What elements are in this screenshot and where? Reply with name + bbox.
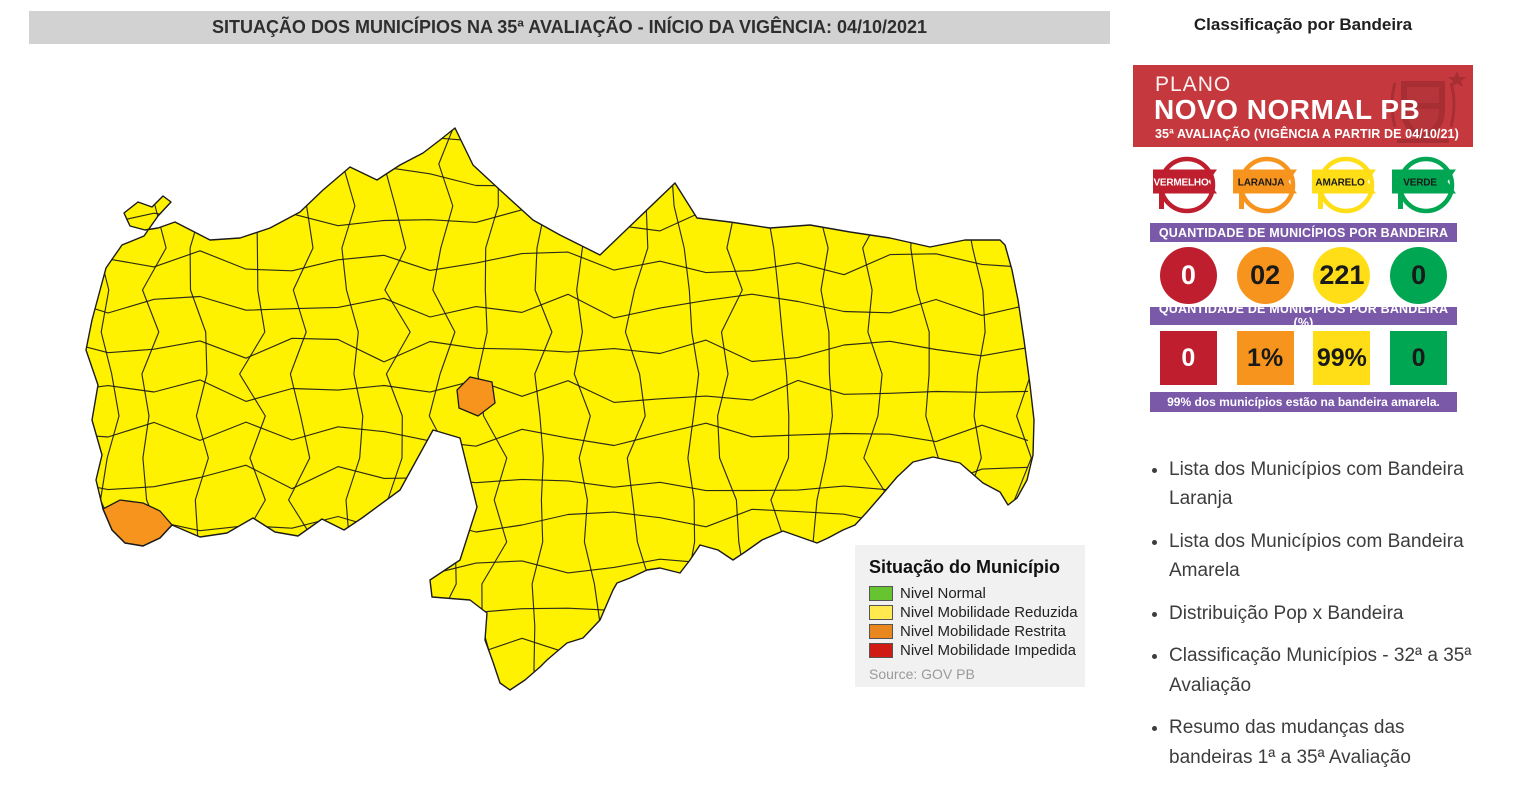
legend-label: Nivel Normal	[900, 585, 986, 602]
flag-badge-amarelo: AMARELO	[1305, 152, 1381, 218]
legend-label: Nivel Mobilidade Impedida	[900, 642, 1076, 659]
sidebar-link[interactable]: Resumo das mudanças das bandeiras 1ª a 3…	[1169, 713, 1481, 772]
paraiba-coat-of-arms-icon	[1390, 71, 1466, 143]
sidebar-link[interactable]: Lista dos Municípios com Bandeira Amarel…	[1169, 527, 1481, 586]
legend-swatch-icon	[869, 624, 893, 639]
state-fill	[86, 128, 1034, 690]
banner-line-plano: PLANO	[1155, 73, 1232, 96]
sidebar-heading: Classificação por Bandeira	[1193, 15, 1413, 34]
plano-novo-normal-banner: PLANO NOVO NORMAL PB 35ª AVALIAÇÃO (VIGÊ…	[1133, 65, 1473, 147]
svg-text:AMARELO: AMARELO	[1316, 178, 1366, 189]
classification-sidebar: Classificação por Bandeira PLANO NOVO NO…	[1133, 10, 1473, 768]
legend-title: Situação do Município	[869, 557, 1061, 577]
svg-text:LARANJA: LARANJA	[1237, 178, 1283, 189]
map-title-bar: SITUAÇÃO DOS MUNICÍPIOS NA 35ª AVALIAÇÃO…	[29, 11, 1110, 44]
svg-text:VERDE: VERDE	[1403, 178, 1437, 189]
sidebar-link[interactable]: Classificação Municípios - 32ª a 35ª Ava…	[1169, 641, 1481, 700]
flag-badges-row: VERMELHO LARANJA AMARELO VERDE	[1146, 152, 1461, 218]
laranja-flag-icon: LARANJA	[1232, 156, 1297, 214]
legend-label: Nivel Mobilidade Restrita	[900, 623, 1066, 640]
section-label-percents: QUANTIDADE DE MUNICÍPIOS POR BANDEIRA (%…	[1150, 302, 1457, 330]
percent-badge-amarelo: 99%	[1313, 331, 1371, 385]
percent-badge-laranja: 1%	[1236, 331, 1294, 385]
legend-row: Nivel Mobilidade Impedida	[869, 642, 1076, 659]
state-map-svg	[85, 127, 1035, 691]
count-badge-amarelo: 221	[1313, 247, 1371, 304]
amarelo-flag-icon: AMARELO	[1312, 156, 1377, 214]
count-badge-laranja: 02	[1236, 247, 1294, 304]
legend-swatch-icon	[869, 605, 893, 620]
state-outline	[85, 127, 1035, 691]
orange-municipality-central	[456, 376, 496, 417]
vermelho-flag-icon: VERMELHO	[1153, 156, 1217, 214]
sidebar-link[interactable]: Distribuição Pop x Bandeira	[1169, 599, 1481, 628]
legend-row: Nivel Mobilidade Restrita	[869, 623, 1071, 640]
section-label-counts: QUANTIDADE DE MUNICÍPIOS POR BANDEIRA	[1150, 223, 1457, 242]
flag-badge-laranja: LARANJA	[1226, 152, 1302, 218]
legend-row: Nivel Normal	[869, 585, 1071, 602]
legend-row: Nivel Mobilidade Reduzida	[869, 604, 1078, 621]
verde-flag-icon: VERDE	[1391, 156, 1456, 214]
percent-badge-vermelho: 0	[1159, 331, 1217, 385]
paraiba-municipalities-map	[70, 88, 1060, 708]
flag-badge-vermelho: VERMELHO	[1146, 152, 1222, 218]
percents-row: 0 1% 99% 0	[1150, 331, 1457, 385]
counts-row: 0 02 221 0	[1150, 247, 1457, 304]
legend-swatch-icon	[869, 586, 893, 601]
flag-badge-verde: VERDE	[1385, 152, 1461, 218]
related-links-list: Lista dos Municípios com Bandeira Laranj…	[1147, 455, 1481, 785]
page-title: SITUAÇÃO DOS MUNICÍPIOS NA 35ª AVALIAÇÃO…	[211, 17, 928, 37]
legend-swatch-icon	[869, 643, 893, 658]
sidebar-link[interactable]: Lista dos Municípios com Bandeira Laranj…	[1169, 455, 1481, 514]
percent-badge-verde: 0	[1390, 331, 1448, 385]
map-legend: Situação do Município Nivel Normal Nivel …	[855, 545, 1085, 687]
count-badge-vermelho: 0	[1159, 247, 1217, 304]
svg-text:VERMELHO: VERMELHO	[1153, 178, 1208, 189]
legend-label: Nivel Mobilidade Reduzida	[900, 604, 1078, 621]
count-badge-verde: 0	[1390, 247, 1448, 304]
footer-note-bar: 99% dos municípios estão na bandeira ama…	[1150, 392, 1457, 412]
banner-line-avaliacao: 35ª AVALIAÇÃO (VIGÊNCIA A PARTIR DE 04/1…	[1155, 127, 1459, 141]
legend-source: Source: GOV PB	[869, 666, 975, 682]
banner-line-novo-normal-pb: NOVO NORMAL PB	[1154, 94, 1421, 125]
